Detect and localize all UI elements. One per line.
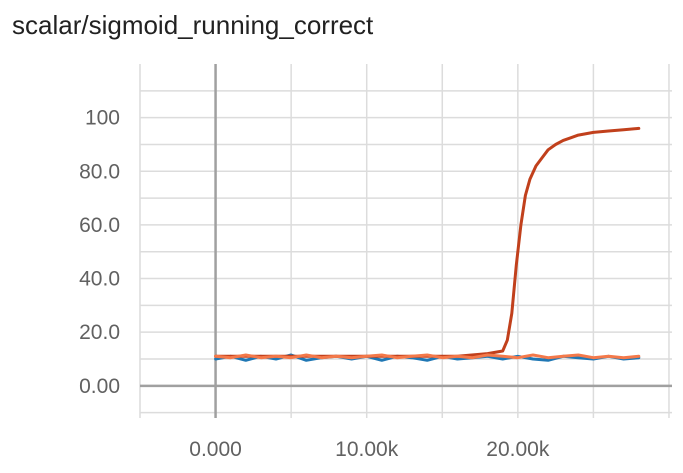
- y-tick-label: 100: [85, 107, 120, 130]
- tick-labels: 0.00 20.0 40.0 60.0 80.0 100 0.000 10.00k 20.00k: [79, 107, 550, 461]
- y-tick-label: 20.0: [79, 321, 120, 344]
- y-tick-label: 60.0: [79, 214, 120, 237]
- series-line: [214, 126, 641, 358]
- y-tick-label: 0.00: [79, 375, 120, 398]
- x-tick-label: 20.00k: [486, 438, 550, 461]
- y-tick-label: 80.0: [79, 160, 120, 183]
- grid-lines: [139, 64, 672, 418]
- x-tick-label: 10.00k: [335, 438, 399, 461]
- chart-title: scalar/sigmoid_running_correct: [12, 10, 374, 40]
- series-line: [214, 353, 641, 360]
- x-tick-label: 0.000: [189, 438, 242, 461]
- series-layer: [214, 126, 641, 362]
- y-tick-label: 40.0: [79, 268, 120, 291]
